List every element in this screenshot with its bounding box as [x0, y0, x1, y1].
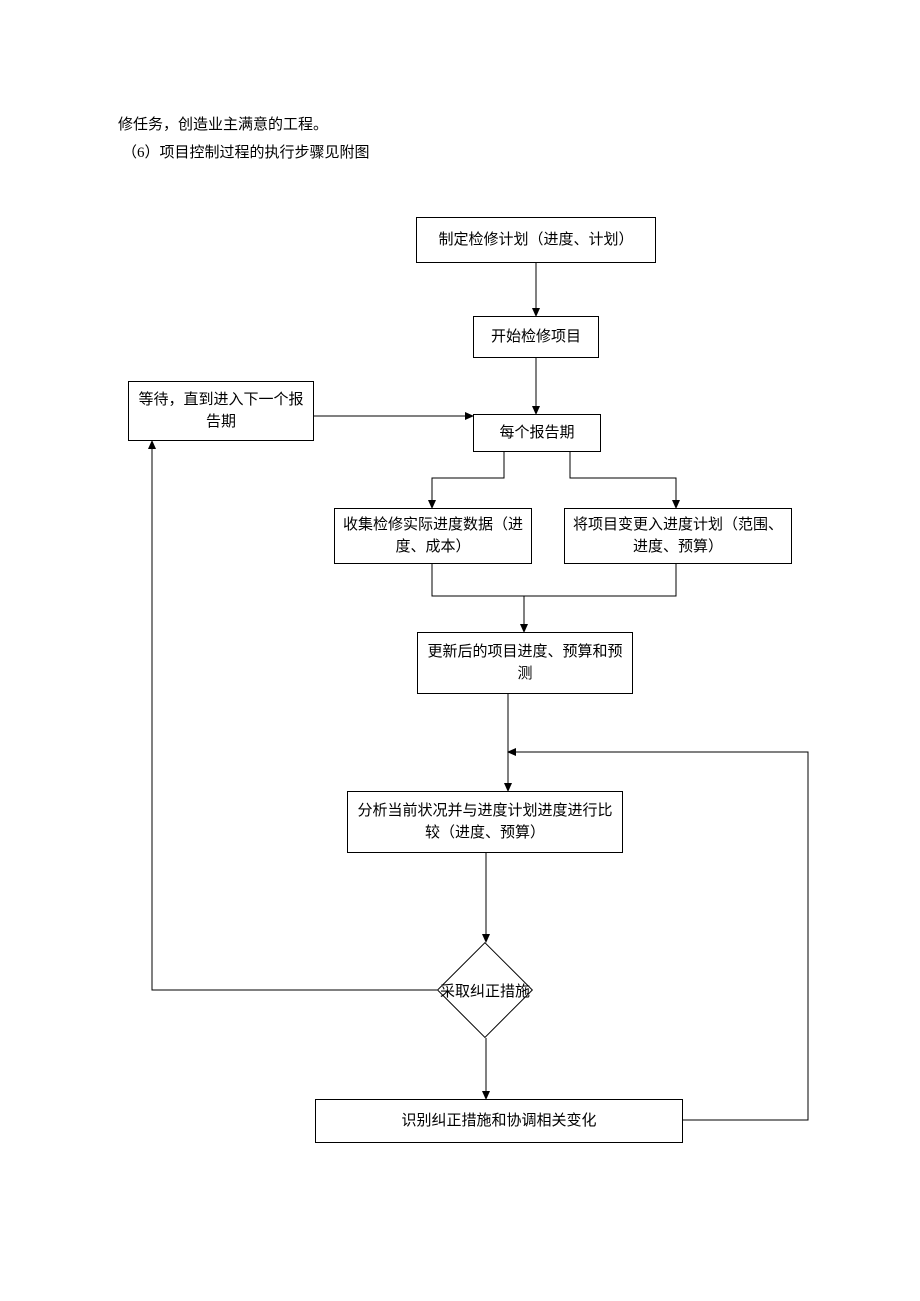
flowchart-node-label: 采取纠正措施 [389, 942, 581, 1038]
flowchart-node-n3: 等待，直到进入下一个报告期 [128, 381, 314, 441]
flowchart-node-n9: 采取纠正措施 [437, 942, 533, 1038]
flowchart-node-n7: 更新后的项目进度、预算和预测 [417, 632, 633, 694]
paragraph-line-2: （6）项目控制过程的执行步骤见附图 [122, 140, 370, 167]
flowchart-node-n5: 收集检修实际进度数据（进度、成本） [334, 508, 532, 564]
flowchart-node-n4: 每个报告期 [473, 414, 601, 452]
page: 修任务，创造业主满意的工程。 （6）项目控制过程的执行步骤见附图 制定检修计划（… [0, 0, 920, 1301]
flowchart-node-n6: 将项目变更入进度计划（范围、进度、预算） [564, 508, 792, 564]
flowchart-node-n2: 开始检修项目 [473, 316, 599, 358]
flowchart-node-n10: 识别纠正措施和协调相关变化 [315, 1099, 683, 1143]
flowchart-node-n1: 制定检修计划（进度、计划） [416, 217, 656, 263]
paragraph-line-1: 修任务，创造业主满意的工程。 [118, 112, 328, 139]
flowchart-node-n8: 分析当前状况并与进度计划进度进行比较（进度、预算） [347, 791, 623, 853]
